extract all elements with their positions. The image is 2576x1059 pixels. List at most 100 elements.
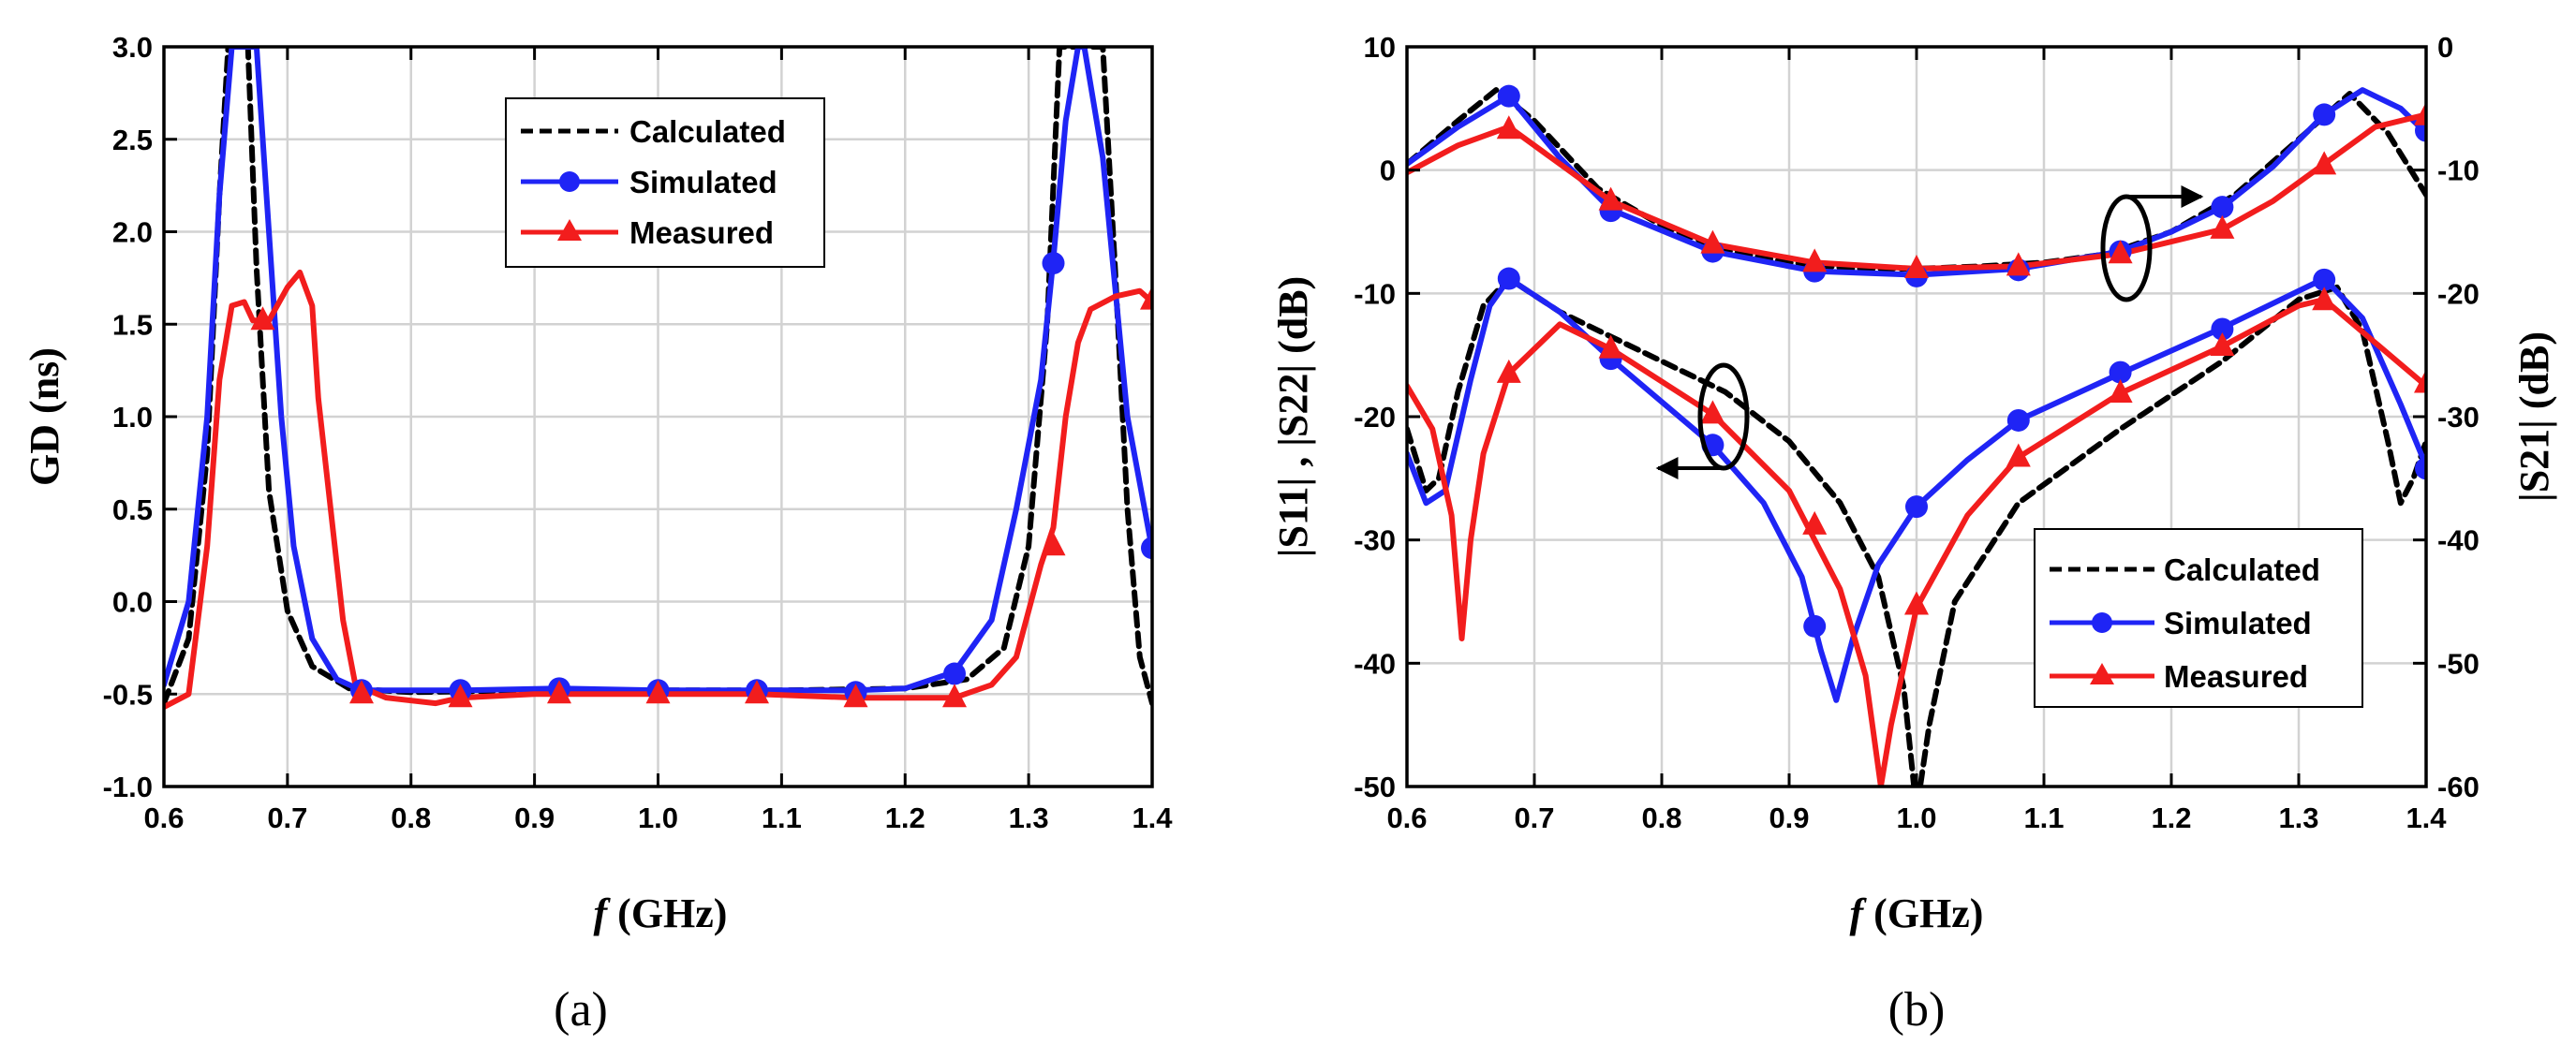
- marker-measured-s21-b-8: [2312, 151, 2337, 175]
- x-tick-label-a-3: 0.9: [514, 802, 555, 834]
- markers-b: [1496, 84, 2426, 638]
- x-tick-label-a-1: 0.7: [267, 802, 307, 834]
- marker-measured-s21-b-9: [2414, 101, 2426, 125]
- marker-measured-s21-b-0: [1496, 115, 1521, 140]
- marker-measured-a-0: [250, 306, 275, 331]
- x-axis-title-a: f (GHz): [594, 890, 728, 936]
- panel-label-a: (a): [554, 983, 608, 1037]
- marker-simulated-s11-b-5: [2006, 408, 2030, 432]
- y-tick-label-b-1: -40: [1354, 647, 1396, 680]
- y-right-tick-label-5: -10: [2437, 154, 2480, 187]
- legend-a: Calculated Simulated Measured: [505, 97, 825, 268]
- marker-measured-s11-b-8: [2312, 287, 2337, 311]
- marker-measured-s21-b-7: [2210, 214, 2235, 239]
- y-tick-label-b-4: -10: [1354, 277, 1396, 310]
- y-tick-label-a-0: -1.0: [103, 771, 153, 803]
- y-tick-label-a-5: 1.5: [112, 308, 153, 341]
- marker-simulated-s11-b-3: [1803, 614, 1827, 638]
- x-tick-label-a-2: 0.8: [391, 802, 431, 834]
- legend-label-simulated-a: Simulated: [629, 165, 777, 199]
- markers-a: [250, 252, 1152, 708]
- series-line-measured-a: [164, 269, 1152, 711]
- y-tick-label-a-6: 2.0: [112, 216, 153, 249]
- marker-simulated-s11-b-4: [1905, 495, 1928, 519]
- right-axis-indicator: [2100, 185, 2204, 302]
- marker-measured-a-3: [547, 680, 571, 704]
- y-tick-label-b-5: 0: [1380, 154, 1396, 187]
- legend-label-simulated-b: Simulated: [2164, 606, 2312, 640]
- marker-measured-s11-b-1: [1598, 334, 1623, 359]
- y-tick-label-b-2: -30: [1354, 524, 1396, 557]
- y-tick-label-b-0: -50: [1354, 771, 1396, 803]
- marker-simulated-s11-b-0: [1497, 267, 1520, 290]
- x-tick-label-b-6: 1.2: [2151, 802, 2191, 834]
- marker-measured-s21-b-2: [1700, 229, 1725, 254]
- marker-simulated-a-6: [943, 662, 966, 685]
- x-tick-label-a-8: 1.4: [1132, 802, 1173, 834]
- grid-b: [1407, 47, 2426, 787]
- x-axis-unit-a: (GHz): [617, 890, 727, 936]
- marker-simulated-s21-b-7: [2211, 196, 2234, 219]
- y-axis-title-a: GD (ns): [22, 347, 67, 486]
- x-tick-label-a-7: 1.3: [1009, 802, 1049, 834]
- marker-measured-s11-b-5: [2006, 443, 2031, 467]
- legend-label-calculated-a: Calculated: [629, 114, 786, 149]
- marker-measured-s11-b-9: [2414, 369, 2426, 393]
- marker-measured-s11-b-3: [1802, 510, 1828, 535]
- legend-marker-measured-a: [557, 219, 582, 241]
- y-right-tick-label-3: -30: [2437, 401, 2480, 434]
- marker-measured-s21-b-6: [2108, 240, 2133, 264]
- marker-measured-a-6: [843, 684, 868, 708]
- x-axis-title-b: f (GHz): [1850, 890, 1984, 936]
- marker-measured-s11-b-0: [1496, 359, 1521, 383]
- panel-b: 0.6 0.7 0.8 0.9 1.0 1.1 1.2 1.3 1.4 -50 -40 -30 -20 -…: [1270, 31, 2557, 1037]
- legend-b: Calculated Simulated Measured: [2034, 528, 2363, 708]
- y-right-tick-label-2: -40: [2437, 524, 2480, 557]
- y-tick-label-a-3: 0.5: [112, 493, 153, 526]
- marker-simulated-a-7: [1042, 252, 1065, 275]
- marker-measured-a-5: [745, 680, 769, 704]
- y-tick-label-a-1: -0.5: [103, 678, 153, 711]
- x-tick-label-a-5: 1.1: [762, 802, 802, 834]
- y-right-tick-label-1: -50: [2437, 647, 2480, 680]
- x-tick-label-b-4: 1.0: [1896, 802, 1936, 834]
- legend-label-measured-b: Measured: [2164, 659, 2308, 694]
- legend-marker-simulated-b: [2092, 612, 2112, 633]
- marker-simulated-s11-b-6: [2109, 360, 2132, 384]
- y-tick-label-a-2: 0.0: [112, 586, 153, 619]
- marker-measured-a-4: [645, 680, 671, 704]
- legend-marker-measured-b: [2090, 663, 2114, 684]
- x-axis-italic-b: f: [1850, 890, 1868, 936]
- legend-label-measured-a: Measured: [629, 215, 774, 250]
- marker-simulated-s11-b-8: [2313, 268, 2336, 291]
- marker-measured-a-9: [1140, 286, 1152, 310]
- svg-text:f (GHz): f (GHz): [1850, 890, 1984, 936]
- marker-measured-s11-b-6: [2108, 378, 2133, 403]
- x-tick-label-a-6: 1.2: [885, 802, 925, 834]
- marker-measured-a-2: [448, 684, 473, 708]
- legend-label-calculated-b: Calculated: [2164, 552, 2320, 587]
- marker-measured-a-1: [349, 680, 374, 704]
- x-tick-label-b-0: 0.6: [1386, 802, 1427, 834]
- panel-label-b: (b): [1888, 983, 1946, 1037]
- x-axis-unit-b: (GHz): [1873, 890, 1983, 936]
- marker-simulated-s21-b-0: [1497, 84, 1520, 108]
- series-line-measured-s11-b: [1407, 296, 2426, 787]
- marker-measured-s11-b-4: [1904, 591, 1929, 615]
- marker-measured-a-8: [1041, 532, 1066, 556]
- y-tick-label-b-6: 10: [1364, 31, 1396, 64]
- legend-marker-simulated-a: [559, 171, 580, 192]
- x-tick-label-b-3: 0.9: [1769, 802, 1809, 834]
- x-axis-italic-a: f: [594, 890, 612, 936]
- left-axis-indicator: [1655, 362, 1750, 479]
- x-tick-label-a-4: 1.0: [638, 802, 678, 834]
- y-axis-title-b: |S11| , |S22| (dB): [1270, 276, 1316, 557]
- y-tick-label-a-4: 1.0: [112, 401, 153, 434]
- x-tick-label-b-1: 0.7: [1514, 802, 1554, 834]
- ticks-b: 0.6 0.7 0.8 0.9 1.0 1.1 1.2 1.3 1.4 -50 -40 -30 -20 -…: [1354, 31, 2480, 834]
- x-tick-label-b-5: 1.1: [2023, 802, 2064, 834]
- y-tick-label-a-7: 2.5: [112, 124, 153, 156]
- marker-measured-s11-b-7: [2210, 331, 2235, 356]
- y-tick-label-b-3: -20: [1354, 401, 1396, 434]
